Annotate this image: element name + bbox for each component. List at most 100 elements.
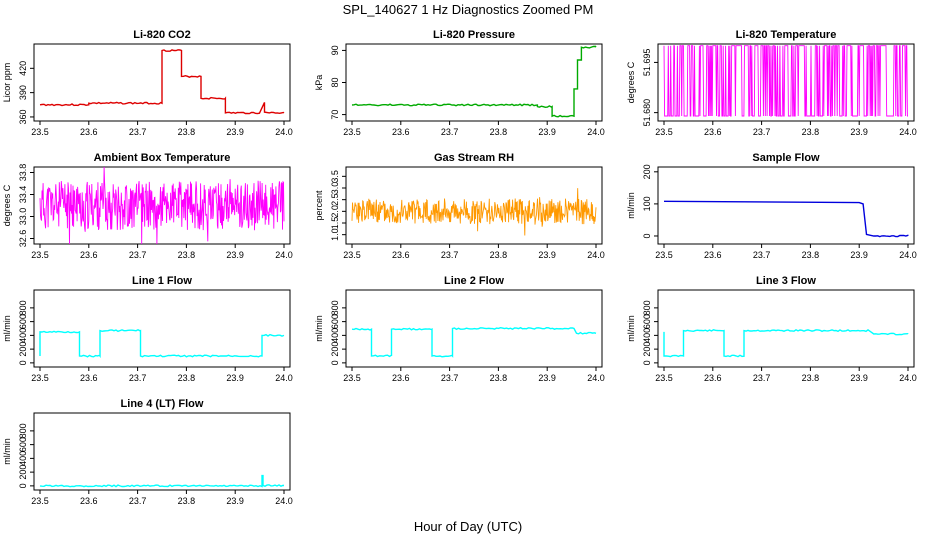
x-tick-label: 23.8	[178, 373, 196, 383]
plot-frame	[657, 43, 915, 122]
plot-frame	[33, 166, 291, 245]
x-tick-label: 24.0	[275, 250, 293, 260]
y-tick-label: 600	[642, 314, 652, 329]
x-tick-label: 23.9	[226, 496, 244, 506]
plot-frame	[33, 289, 291, 368]
x-tick-label: 23.5	[655, 127, 673, 137]
x-tick-label: 23.7	[441, 250, 459, 260]
x-tick-label: 24.0	[899, 373, 917, 383]
series-line	[663, 328, 909, 358]
x-tick-label: 23.7	[129, 250, 147, 260]
series-line	[39, 474, 285, 488]
series-line	[39, 166, 285, 245]
panel-2: Li-820 Temperature degrees C 51.680 51.695 2…	[626, 29, 917, 137]
panel-title: Line 3 Flow	[756, 275, 816, 287]
y-axis-label: degrees C	[2, 184, 12, 226]
x-tick-label: 23.8	[178, 127, 196, 137]
x-tick-label: 23.7	[441, 127, 459, 137]
x-tick-label: 23.6	[80, 496, 98, 506]
x-tick-label: 23.8	[178, 496, 196, 506]
series-line	[351, 188, 597, 236]
y-tick-label: 2.0	[330, 205, 340, 218]
panel-1: Li-820 Pressure kPa 70 80 90 23.5 23.6 23.7 23.8…	[314, 29, 605, 137]
y-tick-label: 32.6	[18, 230, 28, 248]
x-tick-label: 23.9	[850, 127, 868, 137]
x-tick-label: 23.5	[655, 250, 673, 260]
panel-0: Li-820 CO2 Licor ppm 360 390 420 23.5 23.6 23.7…	[2, 29, 293, 137]
panel-title: Ambient Box Temperature	[94, 152, 231, 164]
panel-title: Li-820 Temperature	[736, 29, 837, 41]
y-tick-label: 0	[330, 360, 340, 365]
x-tick-label: 23.9	[538, 127, 556, 137]
plot-frame	[657, 166, 915, 245]
plot-frame	[345, 43, 603, 122]
y-tick-label: 360	[18, 109, 28, 124]
series-line	[351, 45, 597, 118]
y-tick-label: 0	[642, 360, 652, 365]
x-tick-label: 23.8	[490, 373, 508, 383]
y-tick-label: 3.0	[330, 182, 340, 195]
x-tick-label: 23.7	[753, 250, 771, 260]
y-tick-label: 100	[642, 196, 652, 211]
plot-frame	[345, 166, 603, 245]
x-tick-label: 24.0	[275, 127, 293, 137]
panel-4: Gas Stream RH percent 1.01.52.02.53.03.5 23…	[314, 152, 605, 260]
y-tick-label: 1.5	[330, 217, 340, 230]
x-tick-label: 23.9	[226, 250, 244, 260]
y-tick-label: 390	[18, 85, 28, 100]
y-tick-label: 200	[18, 342, 28, 357]
y-tick-label: 2.5	[330, 193, 340, 206]
y-tick-label: 800	[330, 300, 340, 315]
x-tick-label: 24.0	[275, 496, 293, 506]
x-tick-label: 23.6	[80, 127, 98, 137]
x-tick-label: 23.7	[753, 373, 771, 383]
series-line	[351, 326, 597, 358]
x-tick-label: 23.6	[80, 373, 98, 383]
x-tick-label: 23.6	[704, 250, 722, 260]
x-tick-label: 23.9	[538, 373, 556, 383]
y-tick-label: 600	[18, 437, 28, 452]
series-line	[663, 200, 909, 238]
x-tick-label: 23.9	[226, 373, 244, 383]
panel-grid: Li-820 CO2 Licor ppm 360 390 420 23.5 23.6 23.7…	[2, 29, 917, 506]
x-tick-label: 23.5	[31, 127, 49, 137]
series-line	[663, 45, 908, 117]
y-tick-label: 600	[330, 314, 340, 329]
x-tick-label: 23.9	[538, 250, 556, 260]
y-tick-label: 33.4	[18, 186, 28, 204]
y-tick-label: 600	[18, 314, 28, 329]
y-axis-label: kPa	[314, 75, 324, 91]
y-axis-label: ml/min	[2, 315, 12, 342]
x-tick-label: 24.0	[275, 373, 293, 383]
x-tick-label: 23.8	[802, 127, 820, 137]
x-tick-label: 23.5	[31, 373, 49, 383]
x-tick-label: 23.8	[490, 250, 508, 260]
plot-frame	[345, 289, 603, 368]
panel-5: Sample Flow ml/min 0 100 200 23.5 23.6 23.7 23.8…	[626, 152, 917, 260]
y-tick-label: 80	[330, 77, 340, 87]
series-line	[39, 49, 285, 115]
x-tick-label: 23.5	[655, 373, 673, 383]
y-tick-label: 51.680	[642, 99, 652, 127]
x-tick-label: 23.5	[343, 250, 361, 260]
x-tick-label: 24.0	[587, 373, 605, 383]
x-axis-label: Hour of Day (UTC)	[414, 519, 522, 534]
y-tick-label: 1.0	[330, 228, 340, 241]
x-tick-label: 23.6	[392, 373, 410, 383]
panel-title: Line 1 Flow	[132, 275, 192, 287]
y-axis-label: ml/min	[314, 315, 324, 342]
x-tick-label: 23.8	[178, 250, 196, 260]
x-tick-label: 24.0	[587, 250, 605, 260]
y-axis-label: ml/min	[626, 315, 636, 342]
y-tick-label: 33.8	[18, 164, 28, 182]
y-tick-label: 200	[642, 342, 652, 357]
y-axis-label: ml/min	[2, 438, 12, 465]
x-tick-label: 23.6	[392, 250, 410, 260]
x-tick-label: 23.5	[31, 250, 49, 260]
x-tick-label: 23.7	[753, 127, 771, 137]
y-tick-label: 33.0	[18, 208, 28, 226]
x-tick-label: 24.0	[587, 127, 605, 137]
